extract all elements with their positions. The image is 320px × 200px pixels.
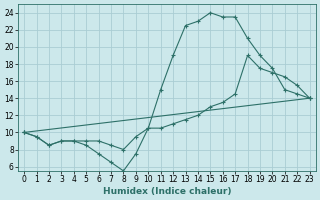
X-axis label: Humidex (Indice chaleur): Humidex (Indice chaleur) [103, 187, 231, 196]
